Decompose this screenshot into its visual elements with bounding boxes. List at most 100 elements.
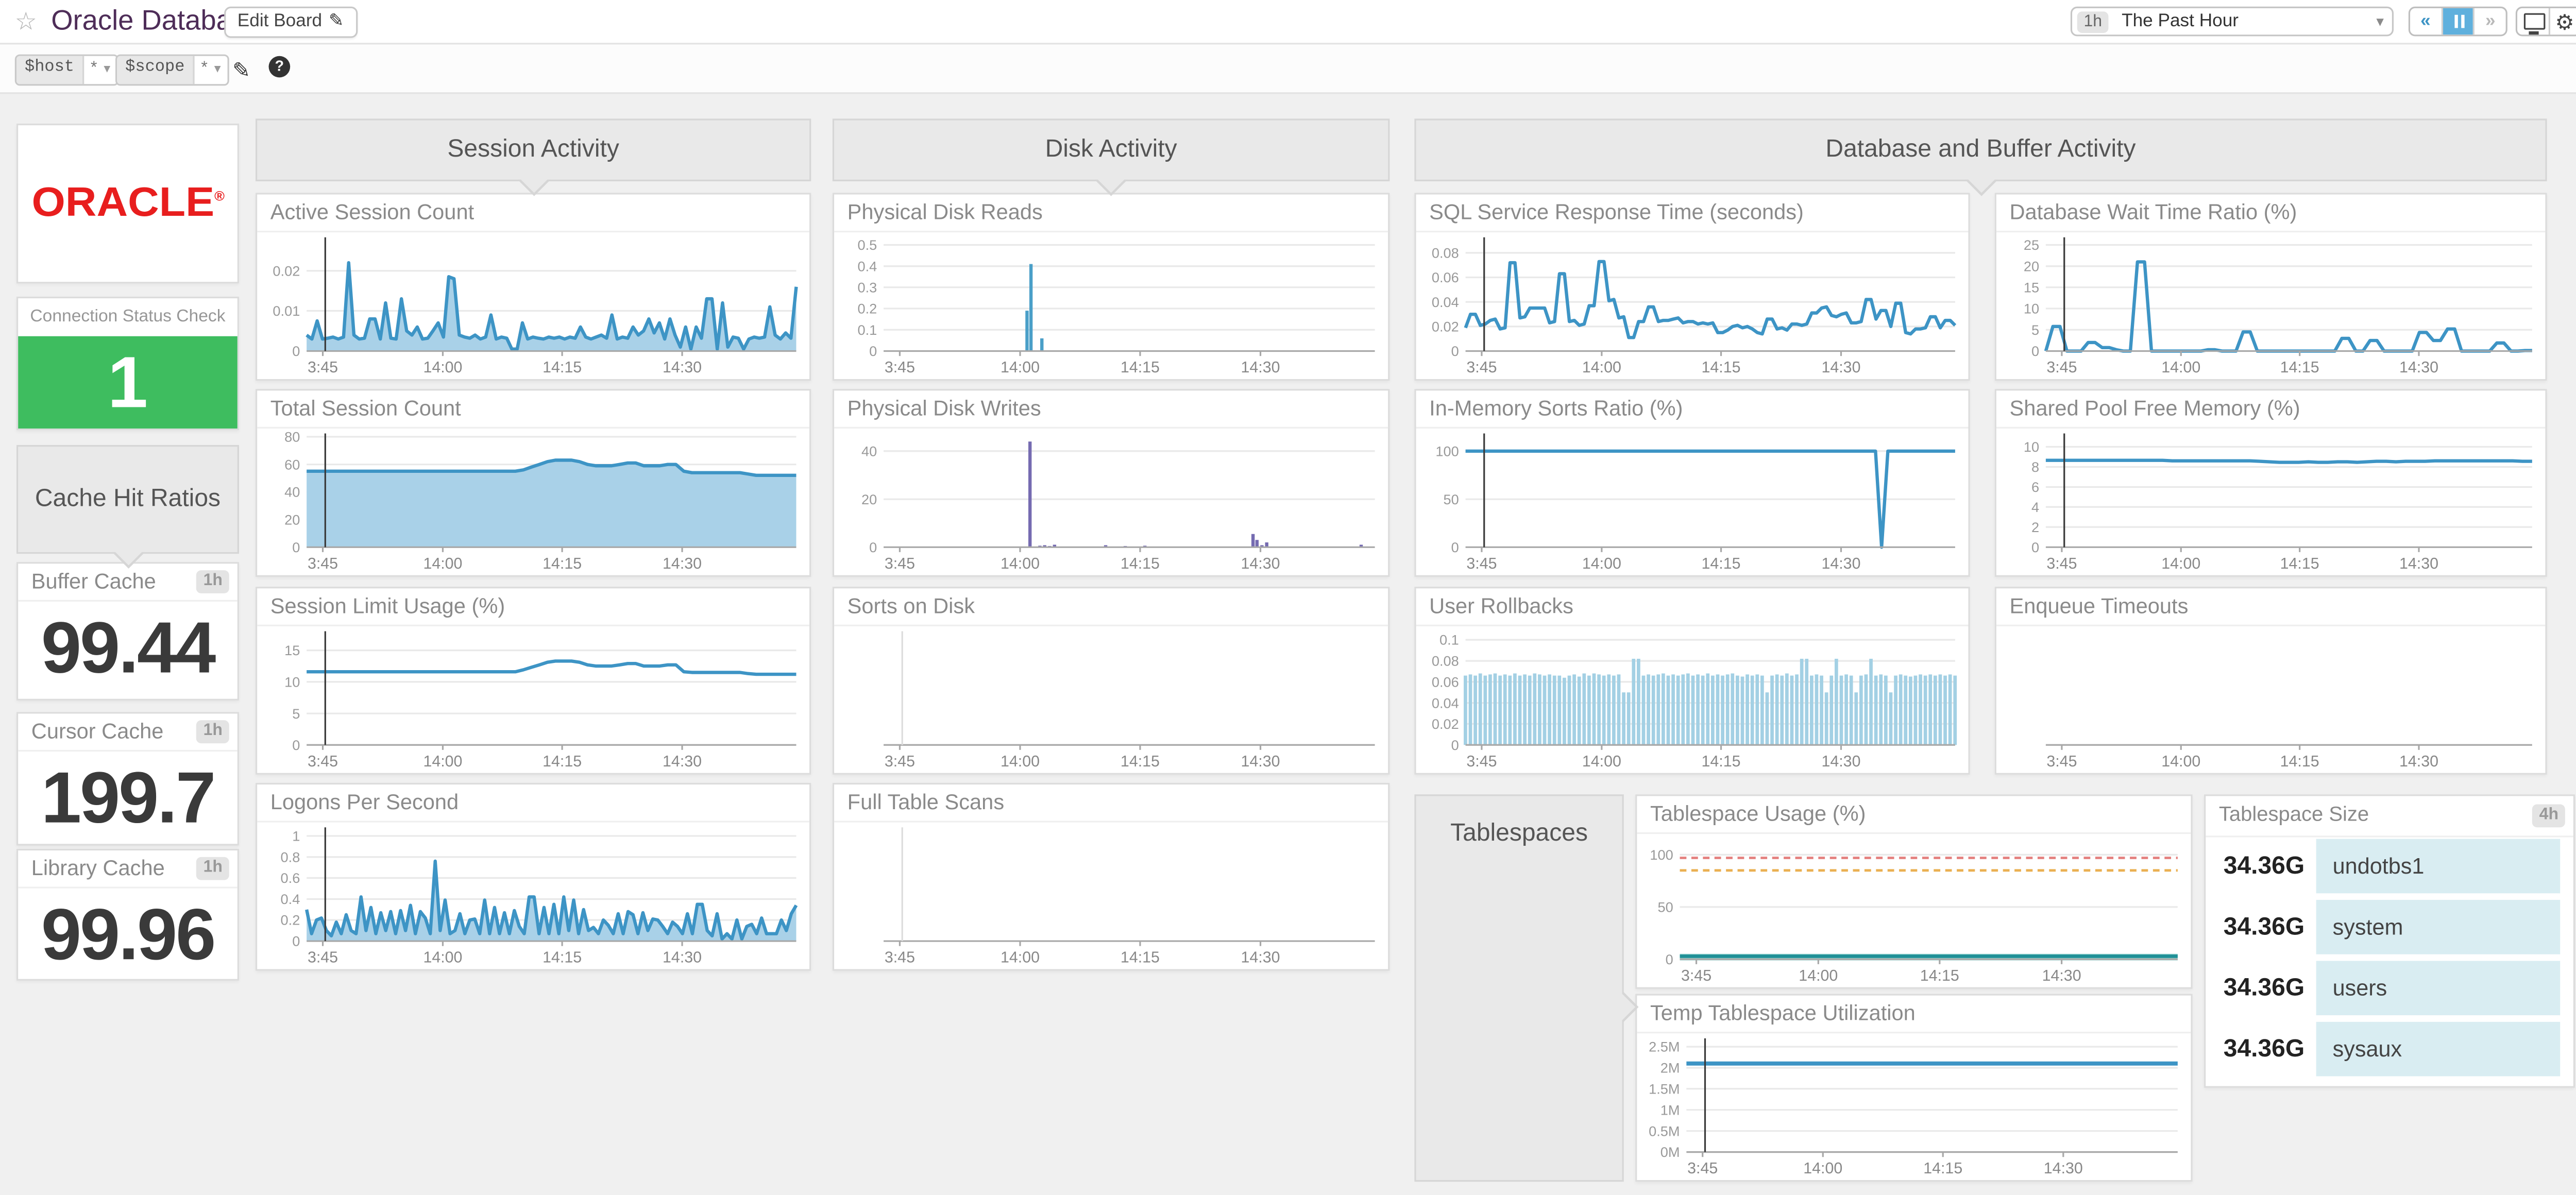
chart-tablespace-usage[interactable]: 3:45 14:00 14:15 14:30 0 50 100: [1637, 832, 2191, 987]
list-item: 34.36G users: [2219, 961, 2561, 1016]
group-header-tablespaces: Tablespaces: [1414, 794, 1639, 1182]
chart-title: Temp Tablespace Utilization: [1637, 996, 2191, 1034]
chart-db-wait-time-ratio[interactable]: 3:45 14:00 14:15 14:30 0 5 10 15 20 25: [1996, 231, 2546, 379]
template-var-host[interactable]: $host * ▾: [14, 54, 119, 86]
chart-physical-disk-reads[interactable]: 3:45 14:00 14:15 14:30 0 0.1 0.2 0.3 0.4 0.5: [834, 231, 1388, 379]
chart-session-limit-usage[interactable]: 3:45 14:00 14:15 14:30 0 5 10 15: [257, 625, 809, 773]
svg-text:0.4: 0.4: [281, 891, 300, 907]
svg-text:0.2: 0.2: [857, 301, 877, 317]
svg-text:100: 100: [1435, 443, 1459, 459]
svg-text:3:45: 3:45: [1687, 1159, 1718, 1177]
chart-user-rollbacks[interactable]: 3:45 14:00 14:15 14:30 0 0.02 0.04 0.06 0.08 0.1: [1416, 625, 1969, 773]
chart-total-session-count[interactable]: 3:45 14:00 14:15 14:30 0 20 40 60 80: [257, 427, 809, 575]
svg-text:14:15: 14:15: [1121, 358, 1160, 376]
group-header-label: Cache Hit Ratios: [35, 484, 221, 513]
svg-text:0: 0: [1451, 737, 1459, 753]
svg-text:14:30: 14:30: [663, 555, 702, 572]
svg-text:5: 5: [2031, 322, 2039, 338]
chart-title: Shared Pool Free Memory (%): [1996, 390, 2546, 429]
edit-variables-pencil-icon[interactable]: ✎: [232, 57, 251, 82]
svg-text:14:30: 14:30: [1241, 949, 1280, 966]
widget-total-session-count: Total Session Count 3:45 14:00 14:15 14:30 0…: [255, 389, 811, 577]
tablespace-name: undotbs1: [2316, 839, 2561, 894]
chart-enqueue-timeouts[interactable]: 3:45 14:00 14:15 14:30: [1996, 625, 2546, 773]
svg-text:0: 0: [1666, 951, 1673, 967]
rewind-button[interactable]: «: [2410, 8, 2443, 35]
chart-title: Physical Disk Reads: [834, 195, 1388, 233]
connection-status-value-box: 1: [18, 336, 238, 429]
chart-in-memory-sorts-ratio[interactable]: 3:45 14:00 14:15 14:30 0 50 100: [1416, 427, 1969, 575]
svg-text:14:00: 14:00: [1001, 358, 1040, 376]
svg-text:0.1: 0.1: [1439, 632, 1459, 648]
svg-text:14:30: 14:30: [1241, 555, 1280, 572]
connection-status-value: 1: [107, 343, 148, 424]
svg-text:0.5: 0.5: [857, 237, 877, 253]
chart-active-session-count[interactable]: 3:45 14:00 14:15 14:30 0 0.01 0.02: [257, 231, 809, 379]
chart-title: Total Session Count: [257, 390, 810, 429]
library-cache-value: 99.96: [41, 895, 216, 976]
svg-text:3:45: 3:45: [308, 555, 338, 572]
widget-tablespace-size: Tablespace Size 4h 34.36G undotbs1 34.36G s…: [2204, 794, 2575, 1088]
pause-button[interactable]: [2442, 8, 2473, 35]
svg-text:0: 0: [2031, 539, 2039, 555]
fullscreen-button[interactable]: [2517, 8, 2548, 35]
svg-text:60: 60: [284, 456, 300, 472]
widget-title: Library Cache 1h: [18, 850, 238, 889]
tablespace-name: system: [2316, 900, 2561, 954]
widget-sql-response-time: SQL Service Response Time (seconds) 3:45…: [1414, 193, 1970, 381]
template-var-scope[interactable]: $scope * ▾: [115, 54, 229, 86]
svg-text:0.06: 0.06: [1432, 674, 1459, 690]
chart-physical-disk-writes[interactable]: 3:45 14:00 14:15 14:30 0 20 40: [834, 427, 1388, 575]
svg-text:14:30: 14:30: [1241, 753, 1280, 770]
svg-text:3:45: 3:45: [2046, 753, 2077, 770]
svg-text:10: 10: [2024, 439, 2039, 455]
svg-text:0.04: 0.04: [1432, 695, 1459, 711]
chevron-down-icon: ▾: [104, 61, 111, 76]
svg-text:3:45: 3:45: [885, 753, 915, 770]
time-range-selector[interactable]: 1h The Past Hour ▾: [2070, 6, 2394, 37]
svg-text:0: 0: [292, 343, 300, 359]
widget-session-limit-usage: Session Limit Usage (%) 3:45 14:00 14:15 14…: [255, 587, 811, 775]
svg-text:3:45: 3:45: [2046, 358, 2077, 376]
chart-title: Active Session Count: [257, 195, 810, 233]
svg-text:14:00: 14:00: [1582, 358, 1621, 376]
timeframe-badge: 1h: [196, 570, 229, 593]
chart-full-table-scans[interactable]: 3:45 14:00 14:15 14:30: [834, 821, 1388, 969]
group-header-label: Session Activity: [447, 135, 619, 163]
favorite-star-icon[interactable]: ☆: [14, 8, 37, 37]
chart-shared-pool-free-memory[interactable]: 3:45 14:00 14:15 14:30 0 2 4 6 8 10: [1996, 427, 2546, 575]
svg-text:0.08: 0.08: [1432, 653, 1459, 669]
chevron-down-icon: ▾: [214, 61, 221, 76]
chart-temp-tablespace-utilization[interactable]: 3:45 14:00 14:15 14:30 0M 0.5M 1M 1.5M 2M 2.5M: [1637, 1032, 2191, 1180]
svg-text:2: 2: [2031, 519, 2039, 535]
svg-text:0M: 0M: [1660, 1144, 1680, 1160]
svg-text:14:00: 14:00: [2161, 753, 2200, 770]
settings-button[interactable]: ⚙: [2548, 8, 2576, 35]
svg-text:14:00: 14:00: [1582, 555, 1621, 572]
svg-text:20: 20: [2024, 258, 2039, 274]
svg-text:14:30: 14:30: [2044, 1159, 2083, 1177]
widget-full-table-scans: Full Table Scans 3:45 14:00 14:15 14:30: [832, 782, 1390, 971]
help-icon[interactable]: ?: [268, 56, 291, 78]
svg-text:10: 10: [284, 674, 300, 690]
svg-text:5: 5: [292, 706, 300, 722]
chart-logons-per-second[interactable]: 3:45 14:00 14:15 14:30 0 0.2 0.4 0.6 0.8 1: [257, 821, 809, 969]
svg-text:0: 0: [869, 343, 877, 359]
edit-board-button[interactable]: Edit Board ✎: [224, 6, 358, 38]
edit-board-label: Edit Board: [237, 11, 323, 31]
svg-text:0.02: 0.02: [1432, 318, 1459, 334]
top-header-bar: ☆ Oracle Database Edit Board ✎ 1h The Pas…: [0, 0, 2576, 45]
svg-text:40: 40: [861, 443, 877, 459]
chart-sql-response-time[interactable]: 3:45 14:00 14:15 14:30 0 0.02 0.04 0.06 0.08: [1416, 231, 1969, 379]
svg-text:14:30: 14:30: [663, 753, 702, 770]
timeframe-badge: 1h: [196, 857, 229, 880]
svg-text:14:30: 14:30: [2042, 967, 2081, 984]
svg-text:0.3: 0.3: [857, 279, 877, 295]
svg-text:2M: 2M: [1660, 1060, 1680, 1076]
chart-title: SQL Service Response Time (seconds): [1416, 195, 1969, 233]
chart-sorts-on-disk[interactable]: 3:45 14:00 14:15 14:30: [834, 625, 1388, 773]
monitor-icon: [2523, 13, 2545, 34]
widget-db-wait-time-ratio: Database Wait Time Ratio (%) 3:45 14:00 14…: [1994, 193, 2547, 381]
forward-button[interactable]: »: [2473, 8, 2506, 35]
svg-text:3:45: 3:45: [308, 949, 338, 966]
